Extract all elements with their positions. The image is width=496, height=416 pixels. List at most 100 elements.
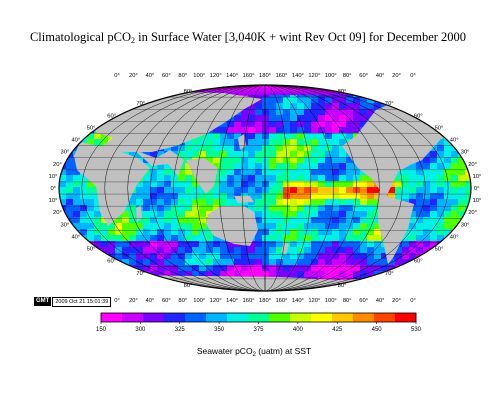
ocean-cell (213, 187, 221, 194)
lon-label-bottom: 80° (343, 298, 352, 304)
ocean-cell (416, 271, 424, 278)
ocean-cell (290, 223, 298, 230)
ocean-cell (290, 271, 298, 278)
ocean-cell (409, 187, 417, 194)
ocean-cell (199, 289, 207, 291)
colorbar-segment (395, 313, 417, 322)
ocean-cell (276, 121, 284, 128)
ocean-cell (367, 277, 375, 284)
lon-label-bottom: 0° (114, 298, 120, 304)
ocean-cell (248, 241, 256, 248)
ocean-cell (157, 175, 165, 182)
ocean-cell (101, 229, 109, 236)
ocean-cell (304, 235, 312, 242)
ocean-cell (269, 241, 277, 248)
ocean-cell (360, 229, 368, 236)
ocean-cell (332, 109, 340, 116)
ocean-cell (458, 289, 466, 291)
ocean-cell (143, 187, 151, 194)
ocean-cell (129, 277, 137, 284)
colorbar-segment (374, 313, 396, 322)
ocean-cell (150, 253, 158, 260)
timestamp-date: 2009 Oct 21 15:01:39 (52, 296, 112, 307)
ocean-cell (367, 181, 375, 188)
ocean-cell (115, 283, 123, 290)
ocean-cell (416, 199, 424, 206)
lon-label-bottom: 60° (162, 298, 171, 304)
lon-label-top: 120° (210, 73, 222, 79)
ocean-cell (248, 115, 256, 122)
ocean-cell (255, 259, 263, 266)
ocean-cell (423, 241, 431, 248)
lat-label-right: 60° (414, 259, 423, 265)
ocean-cell (346, 109, 354, 116)
ocean-cell (444, 121, 452, 128)
lon-label-bottom: 120° (308, 298, 320, 304)
ocean-cell (276, 151, 284, 158)
ocean-cell (430, 265, 438, 272)
ocean-cell (395, 247, 403, 254)
ocean-cell (283, 175, 291, 182)
ocean-cell (178, 175, 186, 182)
lat-label-right: 20° (468, 162, 477, 168)
ocean-cell (185, 193, 193, 200)
ocean-cell (59, 259, 67, 266)
lon-label-top: 100° (193, 73, 205, 79)
ocean-cell (157, 85, 165, 92)
ocean-cell (388, 265, 396, 272)
ocean-cell (346, 169, 354, 176)
lat-label-left: 10° (49, 198, 58, 204)
ocean-cell (423, 109, 431, 116)
ocean-cell (269, 121, 277, 128)
ocean-cell (213, 259, 221, 266)
ocean-cell (451, 103, 459, 110)
ocean-cell (395, 181, 403, 188)
ocean-cell (66, 157, 74, 164)
ocean-cell (220, 133, 228, 140)
ocean-cell (213, 175, 221, 182)
ocean-cell (276, 103, 284, 110)
ocean-cell (157, 253, 165, 260)
ocean-cell (409, 265, 417, 272)
ocean-cell (192, 253, 200, 260)
ocean-cell (290, 205, 298, 212)
ocean-cell (402, 253, 410, 260)
ocean-cell (367, 91, 375, 98)
ocean-cell (360, 97, 368, 104)
ocean-cell (206, 247, 214, 254)
ocean-cell (332, 139, 340, 146)
ocean-cell (101, 241, 109, 248)
ocean-cell (430, 175, 438, 182)
ocean-cell (164, 205, 172, 212)
ocean-cell (444, 97, 452, 104)
ocean-cell (304, 151, 312, 158)
ocean-cell (220, 193, 228, 200)
ocean-cell (255, 247, 263, 254)
ocean-cell (465, 91, 471, 98)
ocean-cell (360, 103, 368, 110)
ocean-cell (325, 157, 333, 164)
ocean-cell (108, 271, 116, 278)
ocean-cell (87, 115, 95, 122)
ocean-cell (220, 175, 228, 182)
ocean-cell (255, 109, 263, 116)
ocean-cell (318, 121, 326, 128)
ocean-cell (192, 205, 200, 212)
ocean-cell (346, 133, 354, 140)
ocean-cell (374, 85, 382, 92)
ocean-cell (409, 241, 417, 248)
ocean-cell (353, 223, 361, 230)
ocean-cell (136, 277, 144, 284)
ocean-cell (367, 193, 375, 200)
ocean-cell (451, 121, 459, 128)
ocean-cell (269, 109, 277, 116)
ocean-cell (360, 235, 368, 242)
ocean-cell (122, 247, 130, 254)
ocean-cell (87, 229, 95, 236)
ocean-cell (311, 247, 319, 254)
ocean-cell (318, 133, 326, 140)
ocean-cell (430, 283, 438, 290)
lat-label-left: 10° (49, 174, 58, 180)
ocean-cell (283, 265, 291, 272)
ocean-cell (311, 193, 319, 200)
